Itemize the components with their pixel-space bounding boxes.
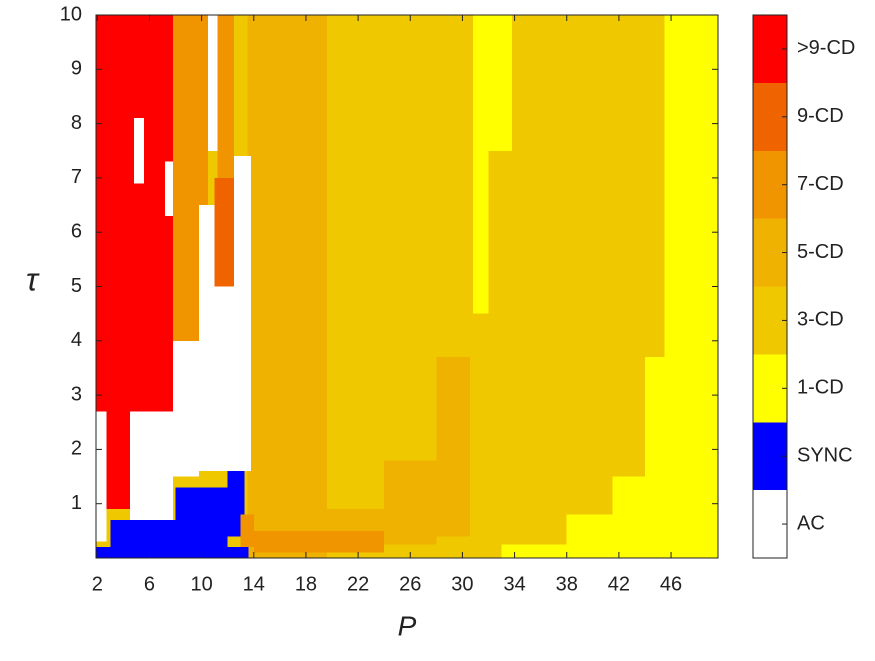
y-tick-label: 9 bbox=[71, 58, 82, 80]
heat-region bbox=[165, 161, 173, 216]
heat-region bbox=[472, 150, 489, 314]
x-tick-label: 10 bbox=[190, 573, 212, 595]
colorbar-swatch bbox=[753, 82, 787, 151]
colorbar-swatch bbox=[753, 15, 787, 83]
x-tick-label: 46 bbox=[660, 573, 682, 595]
legend-label: 7-CD bbox=[797, 173, 844, 195]
x-tick-label: 22 bbox=[347, 573, 369, 595]
heat-region bbox=[253, 530, 385, 553]
heat-region bbox=[566, 514, 613, 558]
heat-region bbox=[384, 460, 437, 545]
heat-region bbox=[96, 547, 249, 558]
y-tick-label: 2 bbox=[71, 438, 82, 460]
colorbar-swatch bbox=[753, 218, 787, 287]
heat-region bbox=[96, 15, 173, 412]
heat-region bbox=[96, 411, 107, 542]
x-tick-label: 14 bbox=[243, 573, 265, 595]
heat-region bbox=[172, 15, 200, 341]
legend-label: SYNC bbox=[797, 444, 853, 466]
heat-region bbox=[214, 177, 235, 287]
heat-region bbox=[208, 15, 218, 151]
heat-region bbox=[175, 487, 228, 520]
heat-region bbox=[436, 357, 471, 537]
y-tick-label: 10 bbox=[60, 3, 82, 25]
legend-label: 9-CD bbox=[797, 105, 844, 127]
x-axis-label: P bbox=[398, 610, 417, 641]
colorbar-swatch bbox=[753, 150, 787, 219]
colorbar-swatch bbox=[753, 354, 787, 423]
colorbar-swatch bbox=[753, 422, 787, 491]
x-tick-label: 42 bbox=[608, 573, 630, 595]
heat-region bbox=[664, 15, 718, 558]
heat-region bbox=[644, 357, 665, 558]
x-tick-label: 38 bbox=[556, 573, 578, 595]
x-tick-label: 18 bbox=[295, 573, 317, 595]
colorbar-swatch bbox=[753, 286, 787, 355]
heat-region bbox=[472, 15, 512, 151]
y-axis-label: τ bbox=[26, 261, 40, 297]
y-tick-label: 4 bbox=[71, 329, 82, 351]
y-tick-label: 3 bbox=[71, 383, 82, 405]
legend-label: 5-CD bbox=[797, 241, 844, 263]
heat-region bbox=[247, 15, 327, 558]
colorbar-frame bbox=[752, 14, 788, 559]
heat-region bbox=[501, 544, 567, 558]
heat-region bbox=[133, 118, 145, 184]
heat-region bbox=[227, 471, 245, 537]
legend-label: >9-CD bbox=[797, 37, 855, 59]
heat-region bbox=[240, 514, 254, 548]
legend-label: AC bbox=[797, 512, 825, 534]
legend-label: 3-CD bbox=[797, 309, 844, 331]
heat-region bbox=[612, 476, 645, 558]
x-tick-label: 34 bbox=[503, 573, 525, 595]
heat-region bbox=[129, 411, 173, 520]
x-tick-label: 30 bbox=[451, 573, 473, 595]
x-tick-label: 26 bbox=[399, 573, 421, 595]
y-tick-label: 1 bbox=[71, 492, 82, 514]
heat-region bbox=[217, 15, 235, 178]
y-tick-label: 7 bbox=[71, 166, 82, 188]
x-tick-label: 6 bbox=[144, 573, 155, 595]
heat-region bbox=[110, 519, 228, 548]
legend-label: 1-CD bbox=[797, 377, 844, 399]
y-tick-label: 6 bbox=[71, 220, 82, 242]
x-tick-label: 2 bbox=[92, 573, 103, 595]
heat-region bbox=[172, 340, 200, 477]
y-tick-label: 5 bbox=[71, 275, 82, 297]
colorbar-swatch bbox=[753, 490, 787, 558]
heat-region bbox=[106, 411, 130, 510]
heat-region bbox=[234, 156, 252, 472]
y-tick-label: 8 bbox=[71, 112, 82, 134]
heat-region bbox=[199, 15, 209, 206]
